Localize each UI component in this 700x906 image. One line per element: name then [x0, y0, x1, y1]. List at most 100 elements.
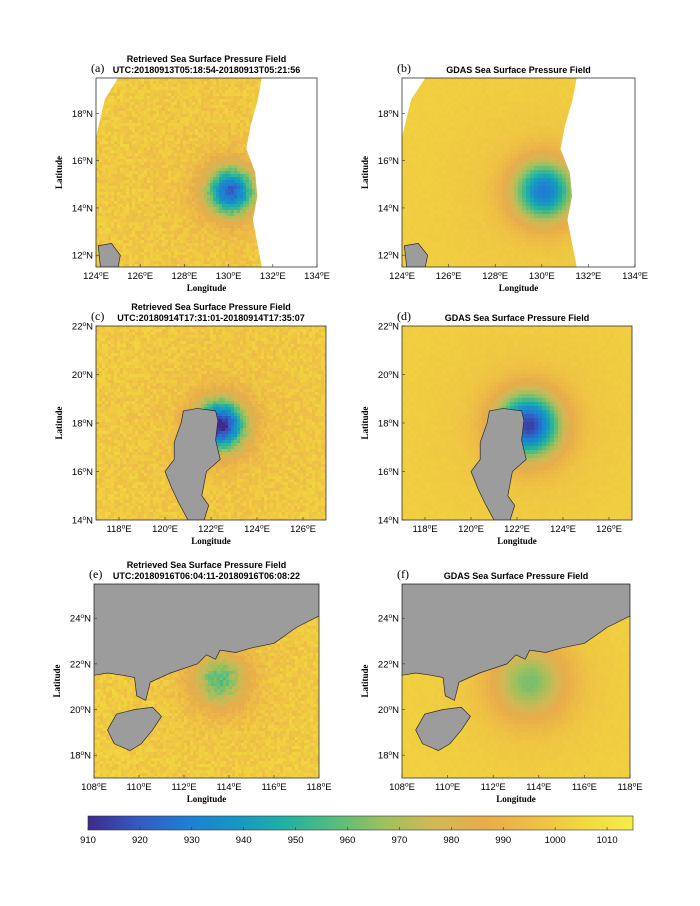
land-a — [97, 242, 121, 267]
colorbar-gradient — [87, 815, 634, 831]
land-mass-f-0 — [402, 584, 630, 701]
x-tick-label: 108oE — [389, 782, 415, 794]
colorbar-tick-label: 1010 — [596, 835, 617, 846]
panel-title: Retrieved Sea Surface Pressure Field — [131, 302, 291, 312]
y-tick-label: 24oN — [378, 613, 399, 625]
x-tick-label: 116oE — [261, 782, 286, 794]
x-tick-label: 112oE — [481, 782, 506, 794]
panel-e: 108oE 110oE 112oE 114oE 116oE 118oE 18oN 20oN 22… — [52, 560, 332, 804]
x-tick-label: 124oE — [550, 524, 576, 536]
land-mass-a-0 — [97, 242, 121, 267]
y-tick-label: 18oN — [378, 108, 399, 120]
x-axis-label: Longitude — [187, 794, 227, 804]
panel-subtitle: UTC:20180916T06:04:11-20180916T06:08:22 — [113, 571, 300, 581]
panel-label: (e) — [89, 567, 102, 581]
y-tick-label: 22oN — [70, 659, 91, 671]
colorbar: 910 920 930 940 950 960 970 980 990 1000 1010 — [80, 815, 634, 846]
colorbar-tick-label: 920 — [132, 835, 148, 846]
x-tick-label: 132oE — [575, 271, 601, 283]
plot-frame-f — [401, 583, 631, 779]
x-tick-label: 132oE — [260, 271, 286, 283]
pressure-field-a — [96, 78, 262, 267]
x-tick-label: 114oE — [216, 782, 241, 794]
x-tick-label: 122oE — [504, 524, 530, 536]
x-tick-label: 114oE — [526, 782, 551, 794]
land-mass-c-0 — [164, 408, 221, 520]
y-axis-label: Latitude — [360, 664, 370, 697]
x-tick-label: 126oE — [596, 524, 622, 536]
x-tick-label: 128oE — [171, 271, 197, 283]
colorbar-tick-label: 940 — [236, 835, 252, 846]
x-tick-label: 124oE — [244, 524, 270, 536]
x-tick-label: 128oE — [482, 271, 508, 283]
y-tick-label: 22oN — [72, 321, 93, 333]
panel-b: 124oE 126oE 128oE 130oE 132oE 134oE 12oN 14oN 16… — [360, 61, 648, 293]
y-tick-label: 20oN — [70, 705, 91, 717]
panel-c: 118oE 120oE 122oE 124oE 126oE 14oN 16oN 18oN 20o… — [54, 302, 327, 546]
y-tick-label: 18oN — [72, 418, 93, 430]
x-tick-label: 124oE — [389, 271, 415, 283]
x-tick-label: 116oE — [572, 782, 597, 794]
colorbar-tick-label: 950 — [288, 835, 304, 846]
y-tick-label: 20oN — [378, 705, 399, 717]
y-tick-label: 20oN — [72, 370, 93, 382]
y-tick-label: 22oN — [378, 321, 399, 333]
y-tick-label: 24oN — [70, 613, 91, 625]
colorbar-tick-label: 930 — [184, 835, 200, 846]
colorbar-tick-label: 990 — [495, 835, 511, 846]
panel-subtitle: UTC:20180913T05:18:54-20180913T05:21:56 — [113, 65, 301, 75]
y-tick-label: 18oN — [378, 418, 399, 430]
y-tick-label: 14oN — [378, 515, 399, 527]
land-mass-e-1 — [107, 706, 162, 752]
panel-label: (b) — [397, 61, 411, 75]
y-tick-label: 20oN — [378, 370, 399, 382]
x-tick-label: 110oE — [435, 782, 460, 794]
panel-a: 124oE 126oE 128oE 130oE 132oE 134oE 12oN 14oN 16… — [54, 54, 330, 293]
land-mass-f-1 — [415, 706, 471, 752]
land-f — [402, 584, 630, 752]
x-tick-label: 120oE — [458, 524, 484, 536]
panel-title: Retrieved Sea Surface Pressure Field — [127, 560, 287, 570]
x-tick-label: 124oE — [83, 271, 109, 283]
x-axis-label: Longitude — [191, 536, 231, 546]
plot-frame-b — [401, 77, 636, 268]
y-tick-label: 14oN — [378, 203, 399, 215]
land-mass-e-0 — [94, 584, 319, 701]
panel-label: (a) — [91, 61, 104, 75]
colorbar-tick-label: 960 — [340, 835, 356, 846]
colorbar-tick-label: 980 — [443, 835, 459, 846]
panel-subtitle: UTC:20180914T17:31:01-20180914T17:35:07 — [117, 313, 305, 323]
pressure-field-b — [402, 78, 577, 267]
panel-title: Retrieved Sea Surface Pressure Field — [127, 54, 287, 64]
y-axis-label: Latitude — [54, 156, 64, 189]
plot-frame-a — [95, 77, 318, 268]
land-c — [164, 408, 221, 520]
panel-title: GDAS Sea Surface Pressure Field — [444, 571, 589, 581]
y-tick-label: 12oN — [72, 250, 93, 262]
y-tick-label: 16oN — [378, 156, 399, 168]
y-tick-label: 14oN — [72, 203, 93, 215]
x-tick-label: 130oE — [216, 271, 242, 283]
panel-title: GDAS Sea Surface Pressure Field — [446, 65, 591, 75]
panel-label: (c) — [91, 309, 104, 323]
land-d — [470, 408, 527, 520]
land-b — [403, 242, 429, 267]
y-axis-label: Latitude — [360, 406, 370, 439]
x-axis-label: Longitude — [497, 536, 537, 546]
y-axis-label: Latitude — [360, 156, 370, 189]
x-tick-label: 134oE — [622, 271, 648, 283]
panel-f: 108oE 110oE 112oE 114oE 116oE 118oE 18oN 20oN 22… — [360, 567, 643, 804]
land-mass-d-0 — [470, 408, 527, 520]
pressure-field-d — [402, 326, 632, 520]
y-axis-label: Latitude — [52, 664, 62, 697]
plot-frame-e — [93, 583, 320, 779]
x-axis-label: Longitude — [496, 794, 536, 804]
x-tick-label: 110oE — [126, 782, 151, 794]
y-tick-label: 18oN — [72, 108, 93, 120]
x-axis-label: Longitude — [499, 283, 539, 293]
y-tick-label: 18oN — [70, 750, 91, 762]
y-tick-label: 16oN — [378, 467, 399, 479]
panel-title: GDAS Sea Surface Pressure Field — [445, 313, 590, 323]
panels: 124oE 126oE 128oE 130oE 132oE 134oE 12oN 14oN 16… — [52, 54, 648, 804]
x-tick-label: 120oE — [152, 524, 178, 536]
